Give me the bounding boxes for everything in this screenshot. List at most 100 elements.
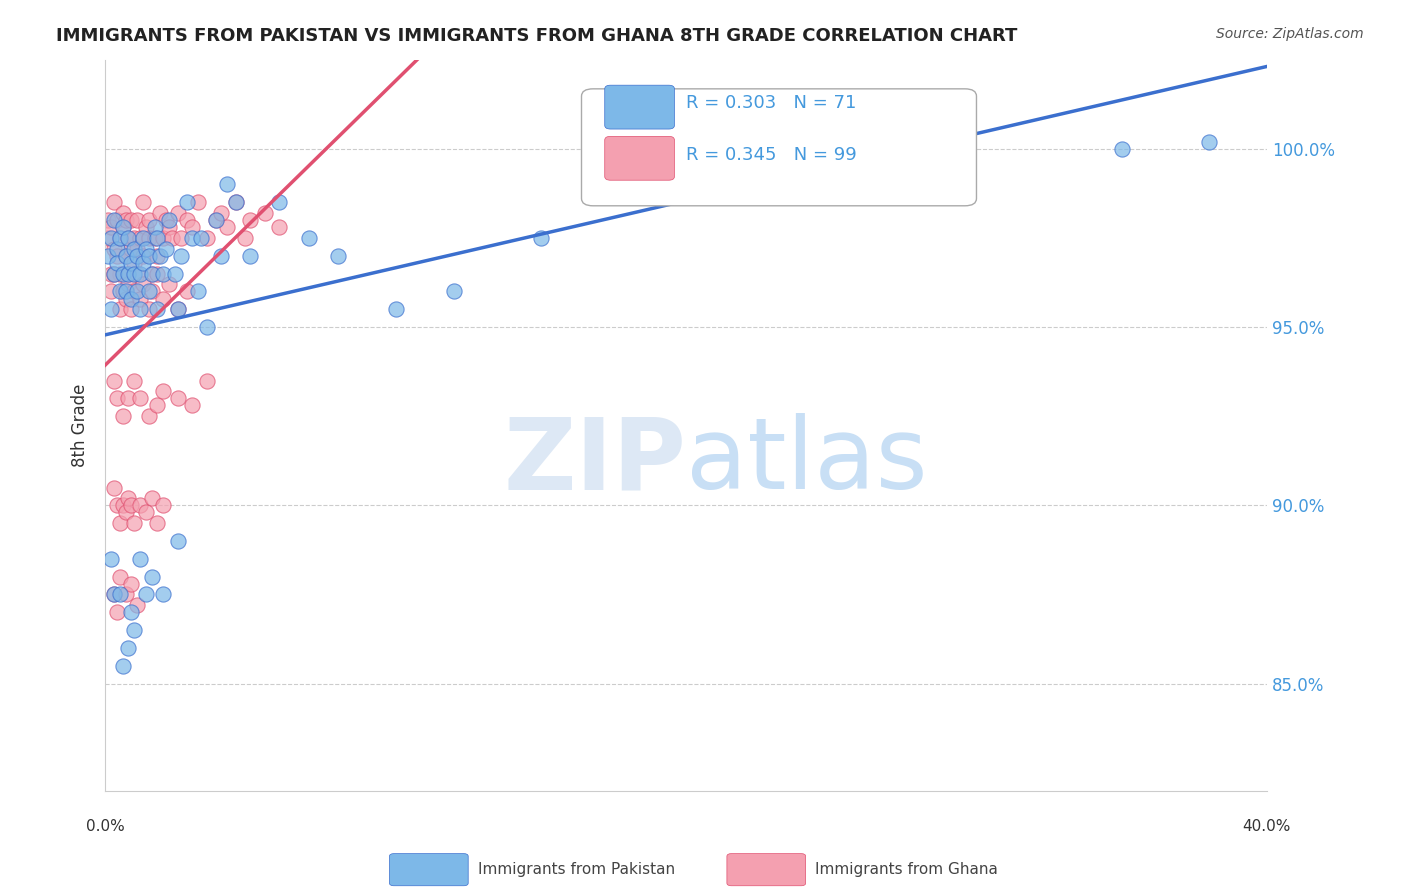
Point <box>100 551 122 566</box>
Point <box>117 231 139 245</box>
Point <box>122 242 145 256</box>
Point <box>120 242 142 256</box>
Point <box>297 231 319 245</box>
Point <box>135 587 157 601</box>
Text: R = 0.345   N = 99: R = 0.345 N = 99 <box>686 145 856 163</box>
Point <box>111 220 134 235</box>
Point <box>146 249 169 263</box>
Point <box>149 206 172 220</box>
Point <box>384 302 406 317</box>
Point <box>141 267 163 281</box>
Point <box>138 249 160 263</box>
Point <box>135 242 157 256</box>
Point <box>120 576 142 591</box>
Point <box>166 392 188 406</box>
Point <box>111 285 134 299</box>
Point <box>149 249 172 263</box>
Point <box>127 242 149 256</box>
Point <box>108 569 131 583</box>
Point <box>152 292 174 306</box>
Point <box>152 587 174 601</box>
Point <box>152 499 174 513</box>
Point <box>129 551 152 566</box>
Point <box>1111 142 1133 156</box>
Point <box>160 231 183 245</box>
Point <box>181 399 204 413</box>
Point <box>108 285 131 299</box>
Point <box>111 409 134 424</box>
Point <box>105 242 128 256</box>
Point <box>103 481 125 495</box>
Point <box>152 231 174 245</box>
Point <box>105 499 128 513</box>
Point <box>122 231 145 245</box>
Point <box>176 213 198 227</box>
Point <box>190 231 212 245</box>
Point <box>111 206 134 220</box>
Point <box>122 256 145 270</box>
Point <box>195 374 218 388</box>
Point <box>120 302 142 317</box>
Point <box>132 231 155 245</box>
Point <box>326 249 349 263</box>
Text: R = 0.303   N = 71: R = 0.303 N = 71 <box>686 95 856 112</box>
Point <box>195 231 218 245</box>
Point <box>181 220 204 235</box>
Point <box>146 267 169 281</box>
Point <box>239 213 262 227</box>
Point <box>100 231 122 245</box>
Text: atlas: atlas <box>686 413 928 510</box>
Point <box>204 213 226 227</box>
Point <box>135 220 157 235</box>
Point <box>103 587 125 601</box>
Point <box>617 124 640 138</box>
Point <box>146 399 169 413</box>
Point <box>132 256 155 270</box>
Point <box>129 392 152 406</box>
Point <box>166 302 188 317</box>
FancyBboxPatch shape <box>605 136 675 180</box>
Point <box>103 242 125 256</box>
Point <box>141 569 163 583</box>
Point <box>120 292 142 306</box>
Point <box>114 587 136 601</box>
Point <box>138 231 160 245</box>
Point <box>122 623 145 637</box>
Point <box>176 195 198 210</box>
Point <box>108 267 131 281</box>
Point <box>120 256 142 270</box>
Point <box>225 195 247 210</box>
Point <box>138 409 160 424</box>
Point <box>166 302 188 317</box>
Point <box>105 213 128 227</box>
Point <box>105 605 128 619</box>
Point <box>143 231 166 245</box>
Point <box>129 292 152 306</box>
Point <box>209 249 232 263</box>
Point <box>253 206 276 220</box>
Point <box>114 506 136 520</box>
Point <box>146 516 169 531</box>
Point <box>143 220 166 235</box>
Y-axis label: 8th Grade: 8th Grade <box>72 384 89 467</box>
Point <box>108 516 131 531</box>
Point <box>127 285 149 299</box>
Point <box>127 249 149 263</box>
Point <box>97 249 120 263</box>
Point <box>114 285 136 299</box>
Point <box>138 302 160 317</box>
Point <box>129 499 152 513</box>
Point <box>152 384 174 399</box>
Point <box>117 277 139 292</box>
Point <box>127 598 149 612</box>
Point <box>127 267 149 281</box>
Point <box>195 320 218 334</box>
Text: Immigrants from Pakistan: Immigrants from Pakistan <box>478 863 675 877</box>
Point <box>108 231 131 245</box>
Point <box>155 242 177 256</box>
Text: Immigrants from Ghana: Immigrants from Ghana <box>815 863 998 877</box>
Point <box>103 587 125 601</box>
Point <box>239 249 262 263</box>
Point <box>122 285 145 299</box>
Point <box>225 195 247 210</box>
